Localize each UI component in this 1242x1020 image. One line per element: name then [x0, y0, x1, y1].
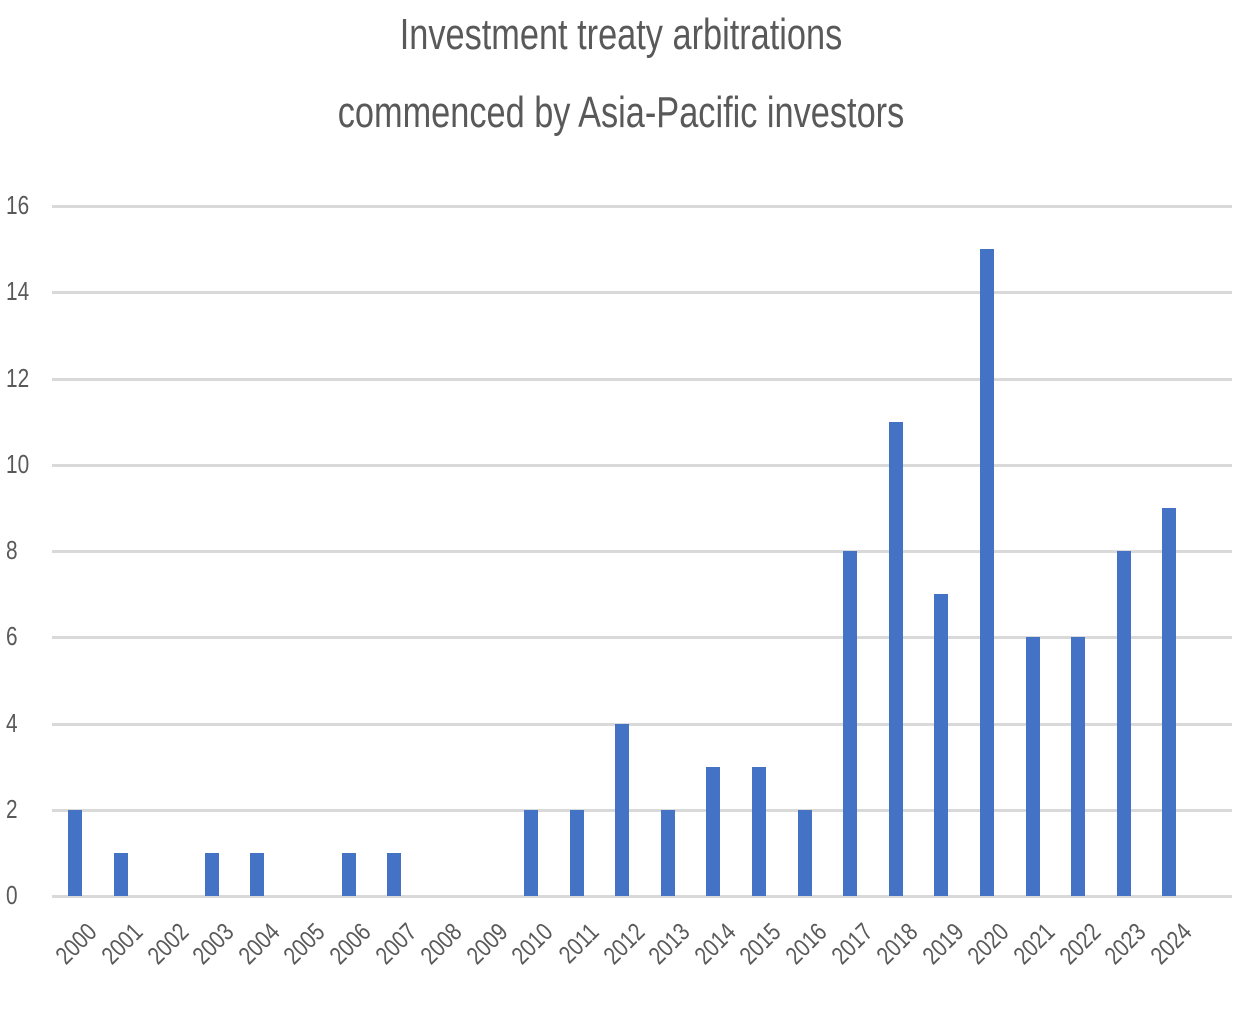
bar-2024 — [1162, 507, 1177, 896]
bar-2012 — [615, 723, 630, 896]
x-tick-label: 2015 — [734, 918, 787, 971]
bar-2011 — [569, 809, 584, 896]
gridline — [52, 808, 1232, 812]
bar-2019 — [934, 594, 949, 896]
y-tick-label: 2 — [6, 793, 18, 824]
x-tick-label: 2000 — [50, 918, 103, 971]
x-tick-label: 2016 — [780, 918, 833, 971]
bar-2020 — [980, 249, 994, 896]
gridline — [52, 377, 1232, 381]
chart-title-line-2: commenced by Asia-Pacific investors — [337, 88, 905, 137]
bar-2015 — [752, 766, 766, 896]
gridline — [52, 463, 1232, 467]
y-tick-label: 6 — [6, 621, 18, 652]
x-tick-label: 2018 — [871, 918, 924, 971]
chart-title-line-1: Investment treaty arbitrations — [399, 10, 843, 59]
x-tick-label: 2020 — [962, 918, 1015, 971]
bar-2021 — [1025, 637, 1040, 896]
bar-2013 — [660, 809, 675, 896]
bar-2007 — [387, 852, 402, 896]
bar-2018 — [888, 421, 903, 896]
x-tick-label: 2014 — [689, 918, 742, 971]
y-tick-label: 16 — [6, 190, 30, 220]
bar-2001 — [113, 852, 128, 896]
bar-2010 — [524, 809, 538, 896]
x-tick-label: 2005 — [278, 918, 331, 971]
gridline — [52, 550, 1232, 553]
x-tick-label: 2004 — [233, 918, 286, 971]
y-tick-label: 8 — [6, 535, 18, 565]
x-tick-label: 2002 — [141, 918, 195, 971]
x-tick-label: 2011 — [553, 918, 605, 969]
x-tick-label: 2021 — [1008, 918, 1061, 971]
gridline — [52, 205, 1232, 208]
bar-2004 — [250, 852, 265, 896]
x-tick-label: 2007 — [369, 918, 423, 971]
x-tick-label: 2009 — [461, 918, 514, 971]
x-tick-label: 2023 — [1099, 918, 1152, 971]
x-tick-label: 2001 — [96, 918, 149, 971]
x-tick-label: 2003 — [187, 918, 240, 971]
plot-area — [52, 205, 1232, 898]
x-tick-label: 2010 — [506, 918, 559, 971]
x-tick-label: 2008 — [415, 918, 468, 971]
x-tick-label: 2022 — [1053, 918, 1107, 971]
bar-2000 — [68, 809, 82, 896]
bar-2023 — [1116, 551, 1131, 896]
bar-2003 — [204, 852, 219, 896]
bar-2014 — [706, 766, 721, 896]
bar-2006 — [341, 852, 356, 896]
y-tick-label: 14 — [6, 276, 30, 307]
gridline — [52, 895, 1232, 898]
y-tick-label: 0 — [6, 880, 18, 910]
x-tick-label: 2019 — [917, 918, 970, 971]
gridline — [52, 722, 1232, 726]
x-tick-label: 2012 — [597, 918, 651, 971]
y-tick-label: 10 — [6, 448, 30, 479]
x-tick-label: 2024 — [1145, 918, 1198, 971]
bar-2016 — [797, 809, 812, 896]
y-tick-label: 4 — [6, 707, 18, 738]
x-tick-label: 2017 — [825, 918, 879, 971]
bar-2017 — [843, 551, 858, 896]
gridline — [52, 636, 1232, 640]
x-tick-label: 2006 — [324, 918, 377, 971]
bar-2022 — [1071, 637, 1086, 896]
x-tick-label: 2013 — [643, 918, 696, 971]
gridline — [52, 291, 1232, 295]
y-tick-label: 12 — [6, 362, 30, 393]
